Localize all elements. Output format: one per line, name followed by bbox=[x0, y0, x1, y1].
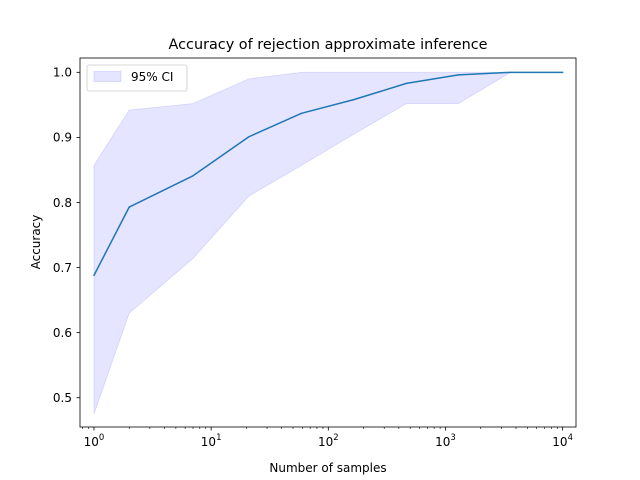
x-tick-label: 104 bbox=[552, 433, 573, 449]
y-tick-label: 0.8 bbox=[53, 196, 72, 210]
y-tick-label: 0.6 bbox=[53, 326, 72, 340]
data-point bbox=[509, 71, 512, 74]
legend-swatch-ci bbox=[93, 71, 122, 82]
y-tick-label: 0.5 bbox=[53, 391, 72, 405]
plot-area bbox=[93, 71, 564, 415]
data-point bbox=[353, 98, 355, 101]
x-tick-label: 100 bbox=[84, 433, 105, 449]
x-tick-label: 101 bbox=[201, 433, 222, 449]
x-axis-label: Number of samples bbox=[269, 461, 386, 475]
accuracy-line bbox=[93, 71, 563, 276]
data-point bbox=[300, 112, 303, 115]
x-axis: 100 101 102 103 104 bbox=[82, 427, 573, 449]
chart-title: Accuracy of rejection approximate infere… bbox=[169, 37, 488, 53]
x-tick-label: 102 bbox=[318, 433, 339, 449]
data-point bbox=[128, 206, 130, 208]
legend: 95% CI bbox=[86, 64, 188, 92]
data-point bbox=[93, 274, 95, 277]
y-tick-label: 0.9 bbox=[53, 131, 72, 145]
data-point bbox=[192, 175, 194, 177]
data-point bbox=[561, 71, 564, 74]
data-point bbox=[248, 136, 250, 138]
x-tick-label: 103 bbox=[435, 433, 456, 449]
data-point bbox=[405, 82, 408, 85]
data-point bbox=[457, 74, 460, 76]
y-tick-label: 0.7 bbox=[53, 261, 72, 275]
y-axis-label: Accuracy bbox=[29, 215, 43, 270]
y-tick-label: 1.0 bbox=[53, 66, 72, 80]
legend-frame bbox=[86, 64, 188, 92]
legend-label-ci: 95% CI bbox=[131, 70, 173, 84]
y-axis: 0.5 0.6 0.7 0.8 0.9 1.0 bbox=[53, 66, 80, 405]
